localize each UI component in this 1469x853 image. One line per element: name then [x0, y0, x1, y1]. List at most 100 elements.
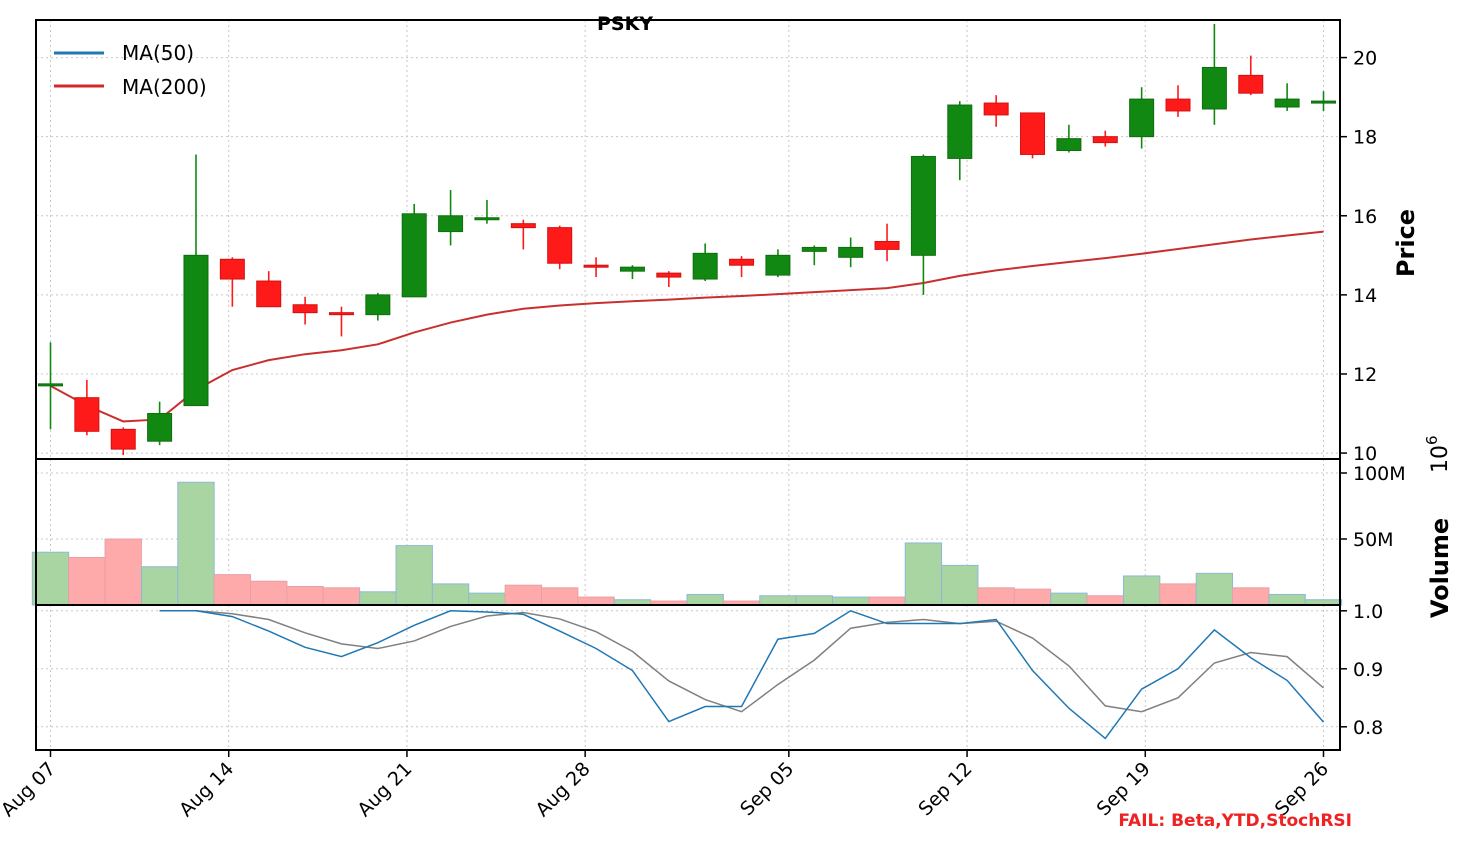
- volume-bar-up: [831, 596, 870, 606]
- candle-body-up: [1129, 98, 1155, 138]
- volume-bar-up: [795, 595, 833, 606]
- volume-bar-up: [1268, 593, 1306, 606]
- candle-body-down: [74, 397, 100, 432]
- volume-bar-down: [322, 587, 361, 606]
- stoch-panel-frame: [35, 604, 1341, 751]
- x-tick-label: Sep 05: [736, 758, 798, 820]
- volume-bar-up: [941, 564, 979, 606]
- volume-bar-down: [868, 596, 906, 606]
- x-tick-label: Aug 21: [353, 758, 416, 821]
- candle-body-up: [1274, 98, 1300, 108]
- candle-body-up: [838, 246, 864, 258]
- candle-body-down: [983, 102, 1009, 116]
- price-tick-label: 14: [1353, 285, 1377, 307]
- candlesticks: [38, 23, 1336, 456]
- candle-body-up: [438, 215, 464, 233]
- candle-body-up: [765, 254, 791, 276]
- candle-body-up: [692, 252, 718, 280]
- candle-body-up: [947, 104, 973, 159]
- candle-body-down: [874, 240, 900, 250]
- price-tick-label: 10: [1353, 443, 1377, 465]
- volume-bar-up: [1122, 575, 1161, 606]
- moving-average-layer: [50, 230, 1324, 423]
- legend: MA(50) MA(200): [54, 41, 207, 99]
- volume-bar-up: [31, 551, 70, 606]
- legend-label-ma50: MA(50): [122, 41, 194, 65]
- volume-tick-label: 100M: [1353, 463, 1406, 485]
- candle-body-down: [219, 258, 245, 280]
- volume-axis-title: Volume: [1426, 518, 1454, 618]
- volume-bar-up: [759, 595, 797, 606]
- volume-bar-down: [250, 580, 288, 606]
- volume-bar-up: [177, 481, 215, 606]
- stoch-tick-label: 0.8: [1353, 717, 1383, 739]
- volume-bar-down: [1232, 587, 1270, 606]
- candle-body-down: [1165, 98, 1191, 112]
- volume-bars: [31, 481, 1343, 606]
- volume-bar-down: [286, 586, 324, 606]
- fail-annotation: FAIL: Beta,YTD,StochRSI: [1118, 811, 1352, 831]
- candle-body-up: [1201, 66, 1227, 110]
- grid-layer: [36, 20, 1340, 750]
- volume-bar-up: [904, 542, 943, 606]
- candle-body-up: [147, 413, 173, 442]
- candle-body-down: [292, 304, 318, 314]
- volume-tick-label: 50M: [1353, 529, 1394, 551]
- candle-body-down: [256, 280, 282, 308]
- x-tick-label: Sep 12: [914, 758, 976, 820]
- volume-bar-up: [1050, 592, 1088, 606]
- chart-title: PSKY: [597, 13, 653, 35]
- volume-bar-down: [1086, 595, 1124, 606]
- volume-bar-up: [431, 583, 470, 606]
- candle-body-up: [1056, 138, 1082, 152]
- price-axis-title: Price: [1392, 209, 1420, 277]
- x-tick-label: Aug 07: [0, 758, 60, 821]
- ma200-line: [50, 230, 1324, 423]
- volume-exponent: 106: [1423, 435, 1453, 473]
- price-tick-label: 12: [1353, 364, 1377, 386]
- volume-exponent-base: 10: [1428, 445, 1453, 473]
- candle-body-down: [656, 272, 682, 278]
- price-tick-label: 20: [1353, 48, 1377, 70]
- candle-body-down: [547, 227, 573, 264]
- volume-bar-up: [686, 593, 724, 606]
- candle-body-up: [1311, 100, 1336, 104]
- axis-layer: Aug 07 Aug 14 Aug 21 Aug 28 Sep 05 Sep 12 Sep …: [0, 48, 1406, 822]
- volume-bar-up: [140, 566, 179, 606]
- volume-exponent-power: 6: [1423, 435, 1441, 445]
- candle-body-down: [110, 428, 136, 450]
- x-tick-label: Aug 28: [532, 758, 595, 821]
- x-tick-label: Aug 14: [175, 758, 238, 821]
- candle-body-up: [801, 246, 827, 252]
- price-tick-label: 18: [1353, 127, 1377, 149]
- stoch-rsi-d-line: [159, 610, 1324, 713]
- candle-body-up: [38, 383, 63, 387]
- price-tick-label: 16: [1353, 206, 1377, 228]
- stoch-rsi-lines: [159, 609, 1325, 740]
- volume-bar-down: [577, 596, 615, 606]
- volume-bar-down: [68, 556, 106, 606]
- candle-body-up: [619, 266, 645, 272]
- candle-body-down: [583, 264, 609, 268]
- volume-bar-up: [395, 545, 433, 606]
- candle-body-up: [365, 294, 391, 316]
- volume-bar-down: [541, 587, 579, 606]
- candle-body-up: [401, 213, 427, 298]
- candle-body-down: [1020, 112, 1046, 155]
- candle-body-down: [328, 312, 354, 316]
- price-panel-frame: [35, 19, 1341, 460]
- candle-body-down: [510, 223, 536, 229]
- volume-bar-up: [1195, 572, 1234, 606]
- volume-bar-down: [977, 587, 1015, 606]
- volume-bar-up: [468, 592, 506, 606]
- volume-bar-down: [1013, 588, 1052, 606]
- candle-body-down: [1238, 74, 1264, 94]
- volume-bar-down: [1159, 583, 1197, 606]
- candle-body-up: [183, 254, 209, 407]
- volume-bar-down: [213, 574, 252, 606]
- candle-body-down: [729, 258, 755, 266]
- stoch-tick-label: 0.9: [1353, 659, 1383, 681]
- candle-body-up: [910, 155, 936, 256]
- volume-bar-up: [359, 591, 397, 606]
